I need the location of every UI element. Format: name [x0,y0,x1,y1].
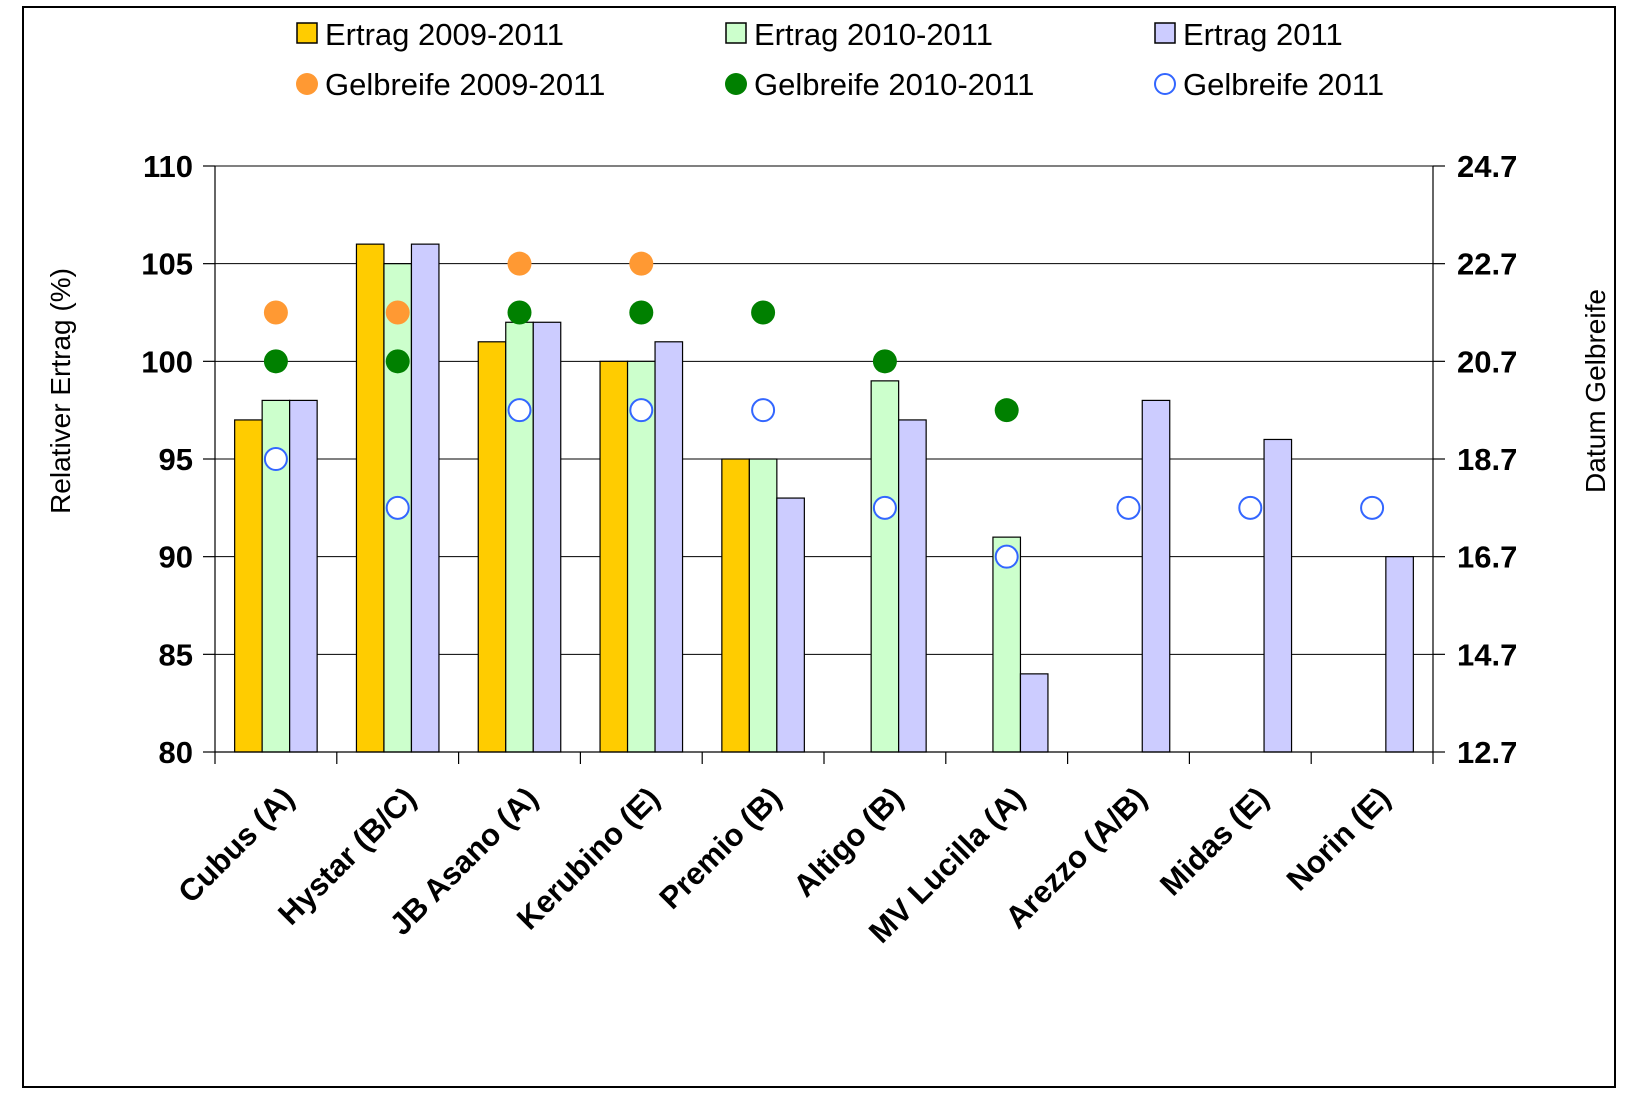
point [263,300,288,325]
point [751,300,776,325]
y2-tick-label: 24.7 [1457,149,1517,184]
y-tick-label: 80 [159,735,193,770]
bar [477,341,507,753]
bars [234,243,1414,753]
legend: Ertrag 2009-2011 Ertrag 2010-2011 Ertrag 2… [296,17,1384,102]
legend-swatch [296,22,318,44]
bar [532,321,562,753]
y2-tick-label: 12.7 [1457,735,1517,770]
y-tick-label: 90 [159,540,193,575]
bar [599,360,629,753]
y2-tick-label: 16.7 [1457,540,1517,575]
y2-tick-label: 18.7 [1457,442,1517,477]
point [872,495,897,520]
bar [1141,399,1171,753]
point [629,300,654,325]
bar [654,341,684,753]
point [507,398,532,423]
point [385,300,410,325]
x-tick-label: Midas (E) [1153,780,1275,902]
legend-swatch [725,22,747,44]
bar [776,497,805,753]
bar [721,458,750,753]
bar [355,243,385,753]
bar [898,419,927,753]
point [751,398,776,423]
bar [1019,673,1049,753]
point [385,495,410,520]
y2-tick-label: 22.7 [1457,247,1517,282]
bar [289,399,318,753]
point [507,251,532,276]
legend-marker [1154,73,1176,95]
legend-marker [725,73,747,95]
points [263,251,1385,569]
legend-swatch [1154,22,1176,44]
x-tick-label: Cubus (A) [171,780,300,909]
point [1116,495,1141,520]
point [263,349,288,374]
point [994,398,1019,423]
point [1360,495,1385,520]
y-tick-label: 105 [141,247,193,282]
legend-label: Gelbreife 2010-2011 [754,67,1034,102]
point [1238,495,1263,520]
y2-axis-label: Datum Gelbreife [1580,289,1611,493]
point [629,398,654,423]
y2-tick-label: 14.7 [1457,637,1517,672]
legend-label: Ertrag 2009-2011 [325,17,564,52]
point [629,251,654,276]
bar [870,380,900,753]
y2-tick-label: 20.7 [1457,344,1517,379]
y-tick-label: 100 [141,344,193,379]
axes: 80 85 90 95 100 105 110 12.7 14.7 16.7 18.7 20.7 22.… [141,149,1517,950]
legend-marker [296,73,318,95]
y-axis-label: Relativer Ertrag (%) [45,268,76,514]
legend-label: Gelbreife 2011 [1183,67,1384,102]
x-tick-label: Altigo (B) [786,780,909,903]
bar [505,321,534,753]
legend-label: Gelbreife 2009-2011 [325,67,605,102]
legend-label: Ertrag 2011 [1183,17,1343,52]
bar [1263,438,1293,753]
y-tick-label: 95 [159,442,193,477]
bar [626,360,656,753]
bar [992,536,1022,753]
point [507,300,532,325]
bar [410,243,440,753]
bar [234,419,263,753]
x-tick-label: Premio (B) [652,780,788,916]
y-tick-label: 85 [159,637,193,672]
bar [1385,556,1414,753]
point [385,349,410,374]
point [994,544,1019,569]
point [263,447,288,471]
point [872,349,897,374]
legend-label: Ertrag 2010-2011 [754,17,993,52]
y-tick-label: 110 [143,149,193,184]
bar [748,458,778,753]
x-tick-label: Norin (E) [1280,780,1397,897]
